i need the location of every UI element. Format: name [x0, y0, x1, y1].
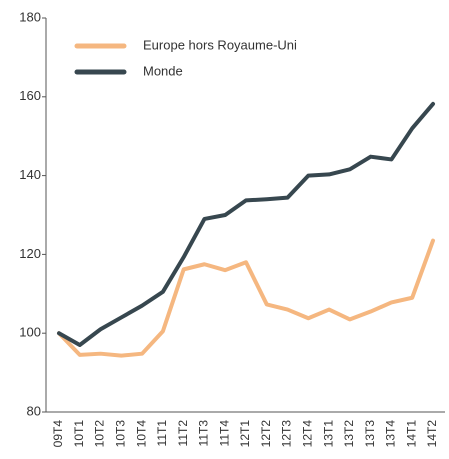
x-tick-label: 09T4: [51, 420, 65, 448]
y-tick-label: 120: [19, 246, 41, 261]
data-line: [57, 101, 435, 348]
x-tick-label: 11T3: [197, 420, 211, 447]
x-tick-label: 10T3: [114, 420, 128, 448]
y-tick-label: 140: [19, 167, 41, 182]
x-tick-label: 12T1: [238, 420, 252, 448]
y-tick-label: 180: [19, 9, 41, 24]
x-tick-label: 14T2: [425, 420, 439, 448]
x-tick-label: 10T1: [72, 420, 86, 448]
x-tick-label: 11T4: [217, 420, 231, 447]
x-tick-label: 11T2: [176, 420, 190, 447]
x-tick-label: 10T4: [134, 420, 148, 448]
x-tick-label: 14T1: [404, 420, 418, 448]
x-tick-label: 12T4: [301, 420, 315, 448]
x-tick-label: 13T4: [384, 420, 398, 448]
y-tick-label: 160: [19, 88, 41, 103]
legend-label: Monde: [143, 63, 183, 78]
x-tick-label: 11T1: [155, 420, 169, 447]
legend-label: Europe hors Royaume-Uni: [143, 37, 297, 52]
x-tick-label: 12T3: [280, 420, 294, 448]
x-tick-label: 13T3: [363, 420, 377, 448]
data-line: [57, 238, 435, 358]
x-tick-label: 13T2: [342, 420, 356, 448]
y-tick-label: 100: [19, 325, 41, 340]
x-tick-label: 13T1: [321, 420, 335, 448]
y-tick-label: 80: [27, 403, 41, 418]
x-tick-label: 12T2: [259, 420, 273, 448]
x-tick-label: 10T2: [93, 420, 107, 448]
